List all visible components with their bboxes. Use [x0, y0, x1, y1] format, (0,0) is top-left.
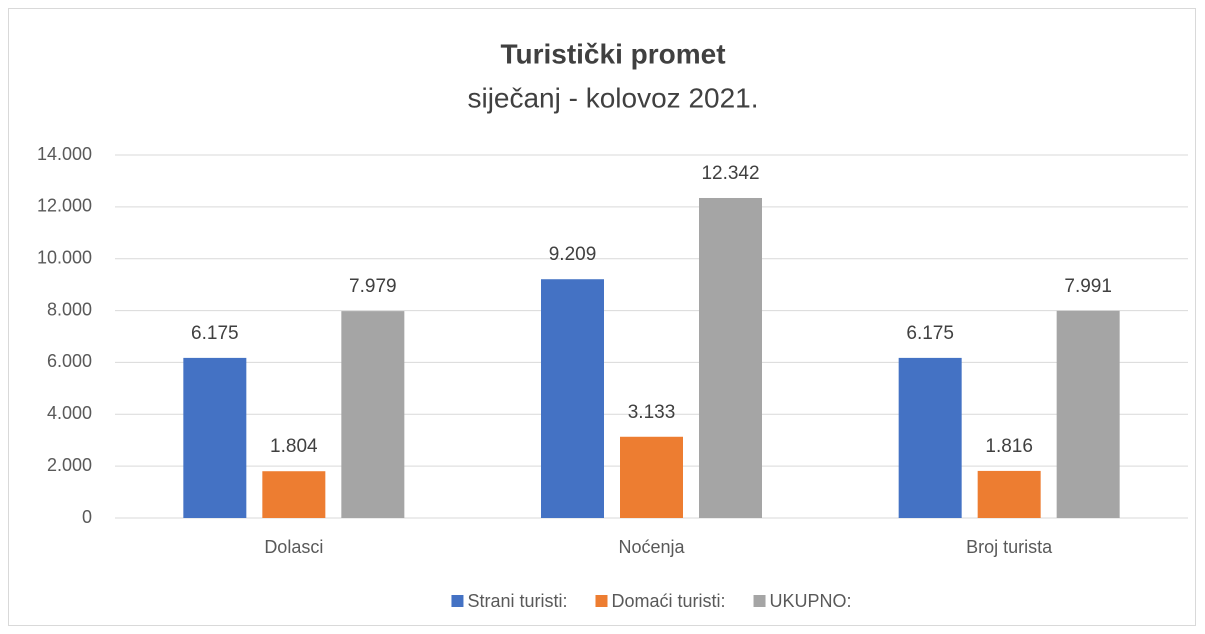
value-label: 12.342	[701, 163, 759, 184]
bar	[183, 357, 247, 518]
bar	[699, 197, 762, 519]
y-tick-label: 12.000	[37, 196, 92, 216]
legend-swatch	[595, 595, 608, 607]
bar	[977, 470, 1041, 518]
bar	[1056, 310, 1120, 518]
x-tick-label: Dolasci	[264, 537, 323, 557]
value-label: 6.175	[191, 323, 239, 344]
bar	[262, 471, 326, 518]
chart-subtitle: siječanj - kolovoz 2021.	[467, 82, 758, 113]
y-tick-label: 4.000	[47, 403, 92, 423]
bar	[341, 311, 405, 518]
value-label: 6.175	[906, 323, 954, 344]
legend-label: Strani turisti:	[467, 591, 567, 611]
legend-label: Domaći turisti:	[611, 591, 725, 611]
legend-label: UKUPNO:	[770, 591, 852, 611]
bar	[620, 436, 683, 518]
chart-title: Turistički promet	[500, 38, 725, 69]
value-label: 3.133	[628, 402, 676, 423]
y-tick-label: 8.000	[47, 299, 92, 319]
y-tick-label: 10.000	[37, 247, 92, 267]
x-tick-label: Noćenja	[618, 537, 685, 557]
value-label: 7.991	[1064, 276, 1112, 297]
bar	[541, 279, 604, 518]
value-label: 7.979	[349, 276, 397, 297]
y-tick-label: 14.000	[37, 144, 92, 164]
y-tick-label: 2.000	[47, 455, 92, 475]
value-label: 1.816	[985, 436, 1033, 457]
legend-swatch	[451, 595, 464, 607]
y-tick-label: 0	[82, 507, 92, 527]
value-label: 9.209	[549, 244, 597, 265]
bar	[898, 357, 962, 518]
y-tick-label: 6.000	[47, 351, 92, 371]
legend-swatch	[753, 595, 766, 607]
x-tick-label: Broj turista	[966, 537, 1053, 557]
value-label: 1.804	[270, 436, 318, 457]
